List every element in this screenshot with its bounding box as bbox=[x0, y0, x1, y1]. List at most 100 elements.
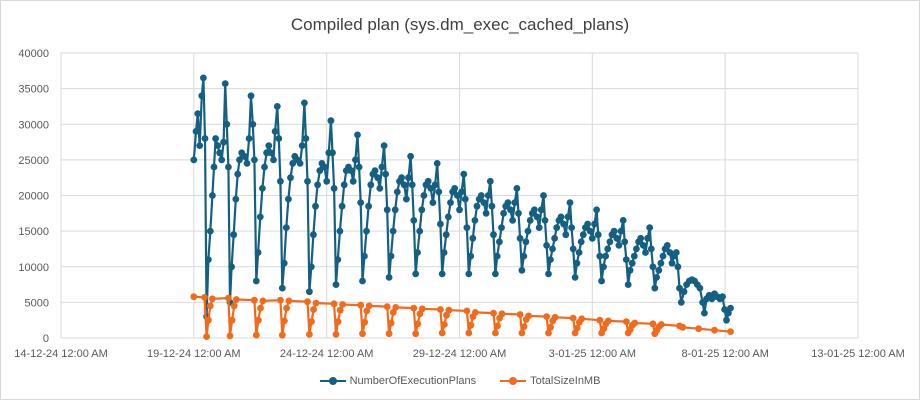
data-point bbox=[540, 192, 547, 199]
data-point bbox=[493, 252, 501, 260]
data-point bbox=[504, 199, 512, 207]
data-point bbox=[273, 103, 281, 110]
data-point bbox=[498, 310, 506, 318]
data-point bbox=[617, 227, 625, 235]
data-point bbox=[649, 263, 657, 271]
data-point bbox=[339, 301, 346, 308]
data-point bbox=[232, 195, 240, 203]
data-point bbox=[435, 188, 443, 196]
data-point bbox=[418, 305, 426, 313]
data-point bbox=[209, 192, 216, 199]
data-point bbox=[463, 224, 471, 232]
data-point bbox=[511, 199, 519, 207]
data-point bbox=[307, 263, 315, 271]
data-point bbox=[201, 294, 208, 301]
data-point bbox=[447, 199, 454, 207]
data-point bbox=[445, 306, 453, 314]
data-point bbox=[644, 234, 651, 242]
data-point bbox=[357, 301, 365, 309]
data-point bbox=[471, 217, 479, 224]
data-point bbox=[642, 249, 649, 256]
data-point bbox=[515, 209, 522, 217]
data-point bbox=[256, 213, 264, 221]
data-point bbox=[522, 238, 530, 246]
data-point bbox=[206, 302, 214, 310]
y-tick-label: 15000 bbox=[18, 226, 49, 238]
data-point bbox=[486, 177, 494, 185]
data-point bbox=[230, 231, 238, 239]
data-point bbox=[228, 263, 236, 271]
data-point bbox=[251, 296, 258, 304]
data-point bbox=[551, 234, 558, 242]
data-point bbox=[220, 138, 228, 146]
data-point bbox=[247, 92, 255, 100]
data-point bbox=[651, 284, 659, 292]
data-point bbox=[553, 224, 561, 232]
data-point bbox=[376, 185, 384, 192]
y-tick-label: 10000 bbox=[18, 262, 49, 274]
data-point bbox=[201, 135, 209, 142]
data-point bbox=[302, 135, 310, 142]
data-point bbox=[255, 316, 262, 324]
data-point bbox=[190, 156, 198, 164]
data-point bbox=[398, 174, 405, 182]
data-point bbox=[277, 177, 284, 185]
data-point bbox=[209, 295, 216, 303]
data-point bbox=[537, 206, 545, 214]
data-point bbox=[564, 213, 572, 221]
data-point bbox=[518, 329, 526, 337]
data-point bbox=[414, 249, 421, 256]
data-point bbox=[282, 224, 290, 232]
data-point bbox=[385, 330, 393, 338]
data-point bbox=[679, 323, 687, 331]
data-point bbox=[230, 302, 238, 310]
data-point bbox=[200, 74, 207, 82]
data-point bbox=[524, 227, 532, 235]
data-point bbox=[310, 306, 317, 313]
data-point bbox=[424, 177, 432, 185]
data-point bbox=[600, 263, 607, 271]
data-point bbox=[361, 318, 369, 326]
data-point bbox=[306, 331, 313, 338]
data-point bbox=[387, 319, 395, 327]
data-point bbox=[571, 274, 579, 281]
data-point bbox=[380, 142, 388, 150]
data-point bbox=[549, 245, 556, 253]
data-point bbox=[367, 181, 375, 189]
data-point bbox=[316, 167, 324, 175]
data-point bbox=[461, 195, 469, 203]
data-point bbox=[456, 206, 463, 214]
y-tick-label: 35000 bbox=[18, 84, 49, 96]
data-point bbox=[727, 328, 734, 335]
data-point bbox=[192, 127, 200, 135]
data-point bbox=[198, 92, 206, 100]
data-point bbox=[340, 181, 348, 189]
data-point bbox=[338, 202, 346, 210]
x-tick-label: 13-01-25 12:00 AM bbox=[811, 348, 905, 360]
data-point bbox=[355, 163, 363, 171]
data-point bbox=[626, 266, 634, 274]
data-point bbox=[378, 163, 386, 171]
data-point bbox=[196, 142, 204, 150]
data-point bbox=[613, 234, 621, 242]
data-point bbox=[696, 284, 704, 292]
x-tick-label: 3-01-25 12:00 AM bbox=[549, 348, 636, 360]
data-point bbox=[569, 245, 577, 253]
data-point bbox=[347, 167, 355, 175]
data-point bbox=[680, 288, 688, 296]
data-point bbox=[509, 217, 516, 224]
data-point bbox=[490, 231, 497, 239]
data-point bbox=[371, 167, 379, 175]
data-point bbox=[535, 224, 543, 232]
data-point bbox=[257, 304, 264, 312]
data-point bbox=[243, 160, 251, 167]
data-point bbox=[414, 320, 422, 328]
data-point bbox=[393, 188, 401, 196]
data-point bbox=[543, 242, 550, 249]
data-point bbox=[518, 266, 526, 274]
data-point bbox=[545, 329, 552, 337]
data-point bbox=[516, 311, 524, 318]
data-point bbox=[249, 120, 257, 128]
data-point bbox=[719, 293, 726, 301]
